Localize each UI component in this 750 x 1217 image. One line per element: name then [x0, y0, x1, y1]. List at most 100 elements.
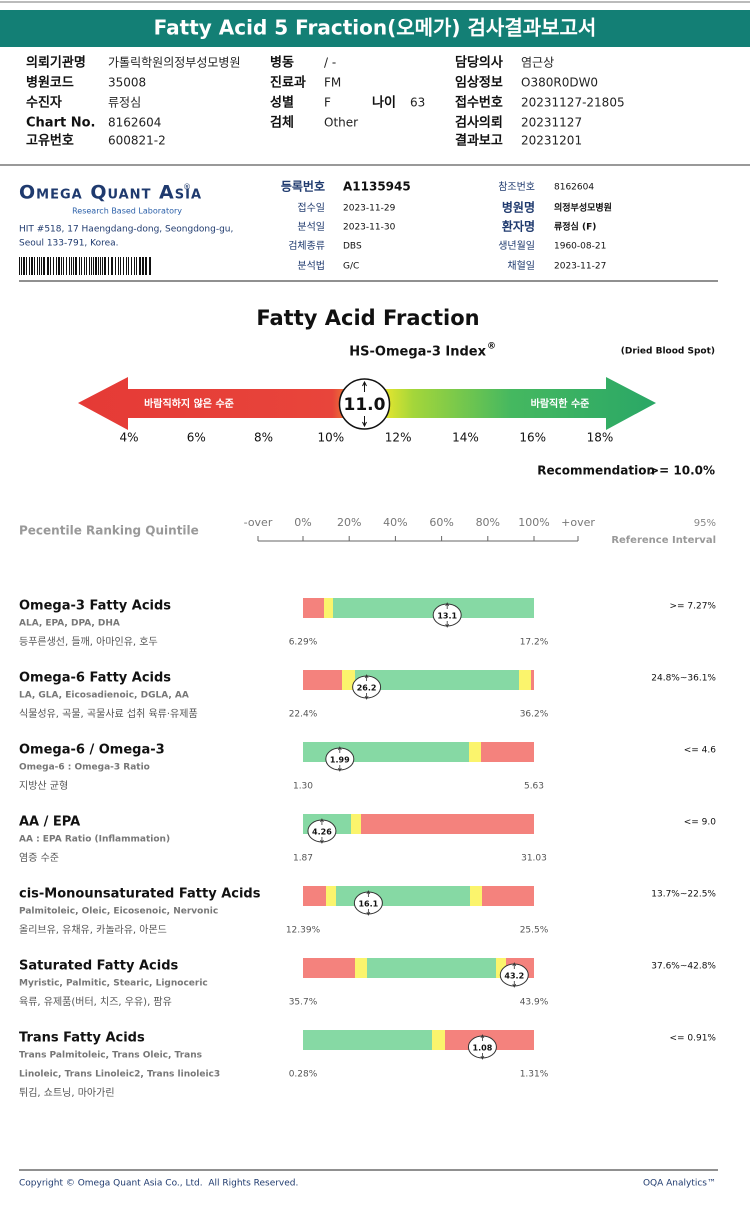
- result-foods: 염증 수준: [19, 852, 59, 864]
- barcode-bar: [75, 257, 77, 275]
- range-band: [333, 598, 534, 618]
- range-band: [351, 814, 361, 834]
- range-band: [367, 958, 496, 978]
- range-band: [303, 1030, 432, 1050]
- barcode-bar: [63, 257, 64, 275]
- index-tick-label: 14%: [452, 431, 479, 445]
- barcode-bar: [23, 257, 25, 275]
- index-tick-label: 16%: [519, 431, 546, 445]
- percentile-title: Pecentile Ranking Quintile: [19, 524, 199, 538]
- index-title: Fatty Acid Fraction: [256, 306, 479, 330]
- barcode-bar: [86, 257, 87, 275]
- barcode-bar: [84, 257, 85, 275]
- info-label: 검사의뢰: [455, 115, 503, 131]
- info-label: 병원코드: [26, 75, 74, 91]
- patient-value: 의정부성모병원: [554, 202, 612, 214]
- info-value: 가톨릭학원의정부성모병원: [108, 56, 240, 70]
- result-foods: 튀김, 쇼트닝, 마아가린: [19, 1087, 115, 1099]
- range-min: 12.39%: [286, 926, 321, 936]
- sample-label: 검체종류: [288, 240, 325, 252]
- patient-label: 채혈일: [507, 259, 535, 272]
- low-label: 바람직하지 않은 수준: [144, 397, 234, 410]
- sample-type: (Dried Blood Spot): [621, 347, 715, 357]
- result-foods: 육류, 유제품(버터, 치즈, 우유), 팜유: [19, 996, 172, 1008]
- result-components: Trans Palmitoleic, Trans Oleic, Trans: [19, 1051, 202, 1061]
- barcode-bar: [50, 257, 51, 275]
- info-label: 나이: [372, 95, 396, 111]
- barcode-bar: [61, 257, 62, 275]
- range-band: [326, 886, 336, 906]
- sample-label: 분석일: [297, 221, 325, 233]
- result-components: Palmitoleic, Oleic, Eicosenoic, Nervonic: [19, 907, 218, 917]
- range-min: 1.30: [293, 782, 313, 792]
- result-name: Omega-3 Fatty Acids: [19, 599, 171, 614]
- barcode-bar: [41, 257, 42, 275]
- result-foods: 등푸른생선, 들깨, 아마인유, 호두: [19, 636, 158, 648]
- patient-value: 8162604: [554, 183, 594, 193]
- value-label: 4.26: [312, 828, 332, 837]
- patient-label: 생년월일: [498, 240, 535, 252]
- barcode-bar: [120, 257, 121, 275]
- range-band: [324, 598, 333, 618]
- range-min: 6.29%: [289, 638, 318, 648]
- marker-arrow: [366, 890, 371, 916]
- barcode-bar: [37, 257, 38, 275]
- sample-value: G/C: [343, 262, 359, 272]
- result-name: cis-Monounsaturated Fatty Acids: [19, 887, 261, 902]
- range-band: [519, 670, 531, 690]
- range-max: 31.03: [521, 854, 547, 864]
- range-max: 43.9%: [520, 998, 549, 1008]
- value-label: 13.1: [437, 612, 457, 621]
- reference-title: 95%: [694, 518, 716, 529]
- barcode-bar: [19, 257, 20, 275]
- value-label: 26.2: [357, 684, 377, 693]
- range-max: 17.2%: [520, 638, 549, 648]
- value-label: 1.99: [330, 756, 350, 765]
- range-min: 22.4%: [289, 710, 318, 720]
- info-value: / -: [324, 56, 336, 70]
- marker-arrow: [320, 818, 324, 844]
- marker-arrow: [512, 962, 517, 988]
- range-min: 0.28%: [289, 1070, 318, 1080]
- title-band: [0, 10, 750, 47]
- range-band: [303, 670, 342, 690]
- recommendation-value: >= 10.0%: [649, 464, 715, 478]
- percentile-tick-label: 0%: [294, 516, 311, 529]
- info-value: 600821-2: [108, 134, 166, 148]
- result-name: AA / EPA: [19, 815, 80, 830]
- barcode-bar: [111, 257, 113, 275]
- index-tick-label: 10%: [318, 431, 345, 445]
- barcode-bar: [149, 257, 151, 275]
- barcode-bar: [53, 257, 54, 275]
- percentile-tick-label: 80%: [476, 516, 500, 529]
- barcode: [19, 257, 151, 275]
- barcode-bar: [139, 257, 141, 275]
- reference-range: <= 4.6: [684, 746, 717, 756]
- lab-name-mark: ®: [183, 183, 191, 192]
- barcode-bar: [58, 257, 60, 275]
- index-tick-label: 6%: [187, 431, 206, 445]
- info-value: 63: [410, 96, 425, 110]
- barcode-bar: [104, 257, 106, 275]
- range-band: [470, 886, 482, 906]
- sample-value: 2023-11-30: [343, 223, 396, 233]
- barcode-bar: [56, 257, 57, 275]
- reference-range: 13.7%~22.5%: [651, 890, 716, 900]
- info-value: 류정심: [108, 96, 141, 110]
- recommendation-label: Recommendation: [537, 464, 655, 478]
- barcode-bar: [39, 257, 40, 275]
- result-components: Omega-6 : Omega-3 Ratio: [19, 763, 150, 773]
- high-label: 바람직한 수준: [531, 397, 590, 410]
- info-value: Other: [324, 116, 358, 130]
- sample-label: 등록번호: [281, 179, 325, 194]
- value-label: 1.08: [473, 1044, 493, 1053]
- range-band: [303, 886, 326, 906]
- patient-value: 류정심 (F): [554, 221, 596, 233]
- range-max: 5.63: [524, 782, 544, 792]
- patient-label: 병원명: [502, 200, 535, 215]
- lab-name: Omega Quant Asia: [19, 182, 202, 204]
- barcode-bar: [126, 257, 127, 275]
- result-name: Omega-6 / Omega-3: [19, 743, 165, 758]
- range-band: [496, 958, 506, 978]
- result-components: Linoleic, Trans Linoleic2, Trans linolei…: [19, 1070, 220, 1080]
